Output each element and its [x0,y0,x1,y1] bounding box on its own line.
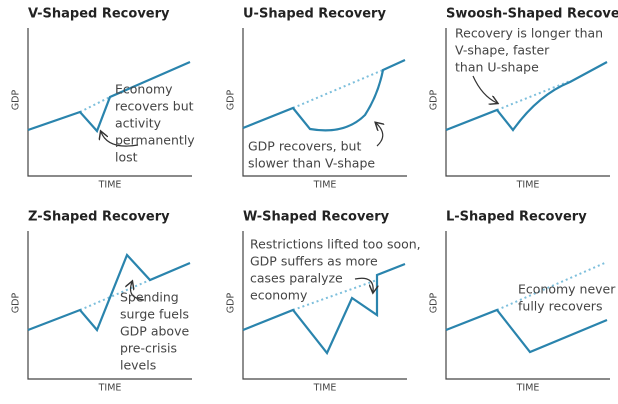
trend-line [496,80,571,111]
panel: V-Shaped Recovery TIME GDP Economy recovers … [11,7,196,191]
annotation: GDP suffers as more [250,254,378,269]
panel-title: Z-Shaped Recovery [28,210,170,225]
panel: U-Shaped Recovery TIME GDP GDP recovers, bu… [226,7,407,191]
y-axis-label: GDP [226,293,237,314]
annotation: activity [115,116,162,131]
annotation: slower than V-shape [248,156,375,171]
axes [445,231,610,380]
axes [27,28,192,177]
annotation: Recovery is longer than [455,26,603,41]
x-axis-label: TIME [98,180,122,191]
panel: W-Shaped Recovery TIME GDP Restrictions lif… [226,210,421,394]
x-axis-label: TIME [313,383,337,394]
callout-arrow [376,123,383,147]
annotation: levels [120,358,156,373]
x-axis-label: TIME [98,383,122,394]
y-axis-label: GDP [226,90,237,111]
gdp-line [27,60,191,134]
annotation: cases paralyze [250,271,343,286]
x-axis-label: TIME [516,180,540,191]
gdp-line [242,262,406,356]
panel-title: U-Shaped Recovery [243,7,386,22]
annotation: Restrictions lifted too soon, [250,237,421,252]
trend-line [496,261,608,311]
axes [242,28,407,177]
callout-arrow [354,277,373,292]
gdp-line [27,252,191,333]
annotation: permanently [115,133,195,148]
y-axis-label: GDP [429,293,440,314]
panel: Z-Shaped Recovery TIME GDP Spending surge fu… [11,210,192,394]
panel-title: L-Shaped Recovery [446,210,587,225]
annotation: lost [115,150,138,165]
annotation: Spending [120,290,179,305]
gdp-line [445,308,608,354]
callout-arrow [101,132,139,147]
annotation: GDP above [120,324,189,339]
y-axis-label: GDP [429,90,440,111]
annotation: V-shape, faster [455,43,550,58]
x-axis-label: TIME [516,383,540,394]
annotation: than U-shape [455,60,539,75]
y-axis-label: GDP [11,90,22,111]
trend-line [79,96,111,113]
gdp-line [445,61,608,132]
panel-title: V-Shaped Recovery [28,7,170,22]
annotation: recovers but [115,99,194,114]
axes [242,231,407,380]
trend-line [292,69,384,109]
annotation: surge fuels [120,307,189,322]
gdp-line [242,58,406,132]
panel: Swoosh-Shaped Recovery TIME GDP Recovery is… [429,7,618,191]
annotation: Economy never [518,282,616,297]
annotation: fully recovers [518,299,602,314]
panel-title: Swoosh-Shaped Recovery [446,7,618,22]
panel-title: W-Shaped Recovery [243,210,390,225]
x-axis-label: TIME [313,180,337,191]
annotation: economy [250,288,308,303]
annotation: Economy [115,82,173,97]
callout-arrow [131,282,145,301]
panel: L-Shaped Recovery TIME GDP Economy never ful… [429,210,617,394]
annotation: GDP recovers, but [248,139,361,154]
axes [445,28,610,177]
y-axis-label: GDP [11,293,22,314]
callout-arrow [472,75,497,103]
annotation: pre-crisis [120,341,177,356]
axes [27,231,192,380]
